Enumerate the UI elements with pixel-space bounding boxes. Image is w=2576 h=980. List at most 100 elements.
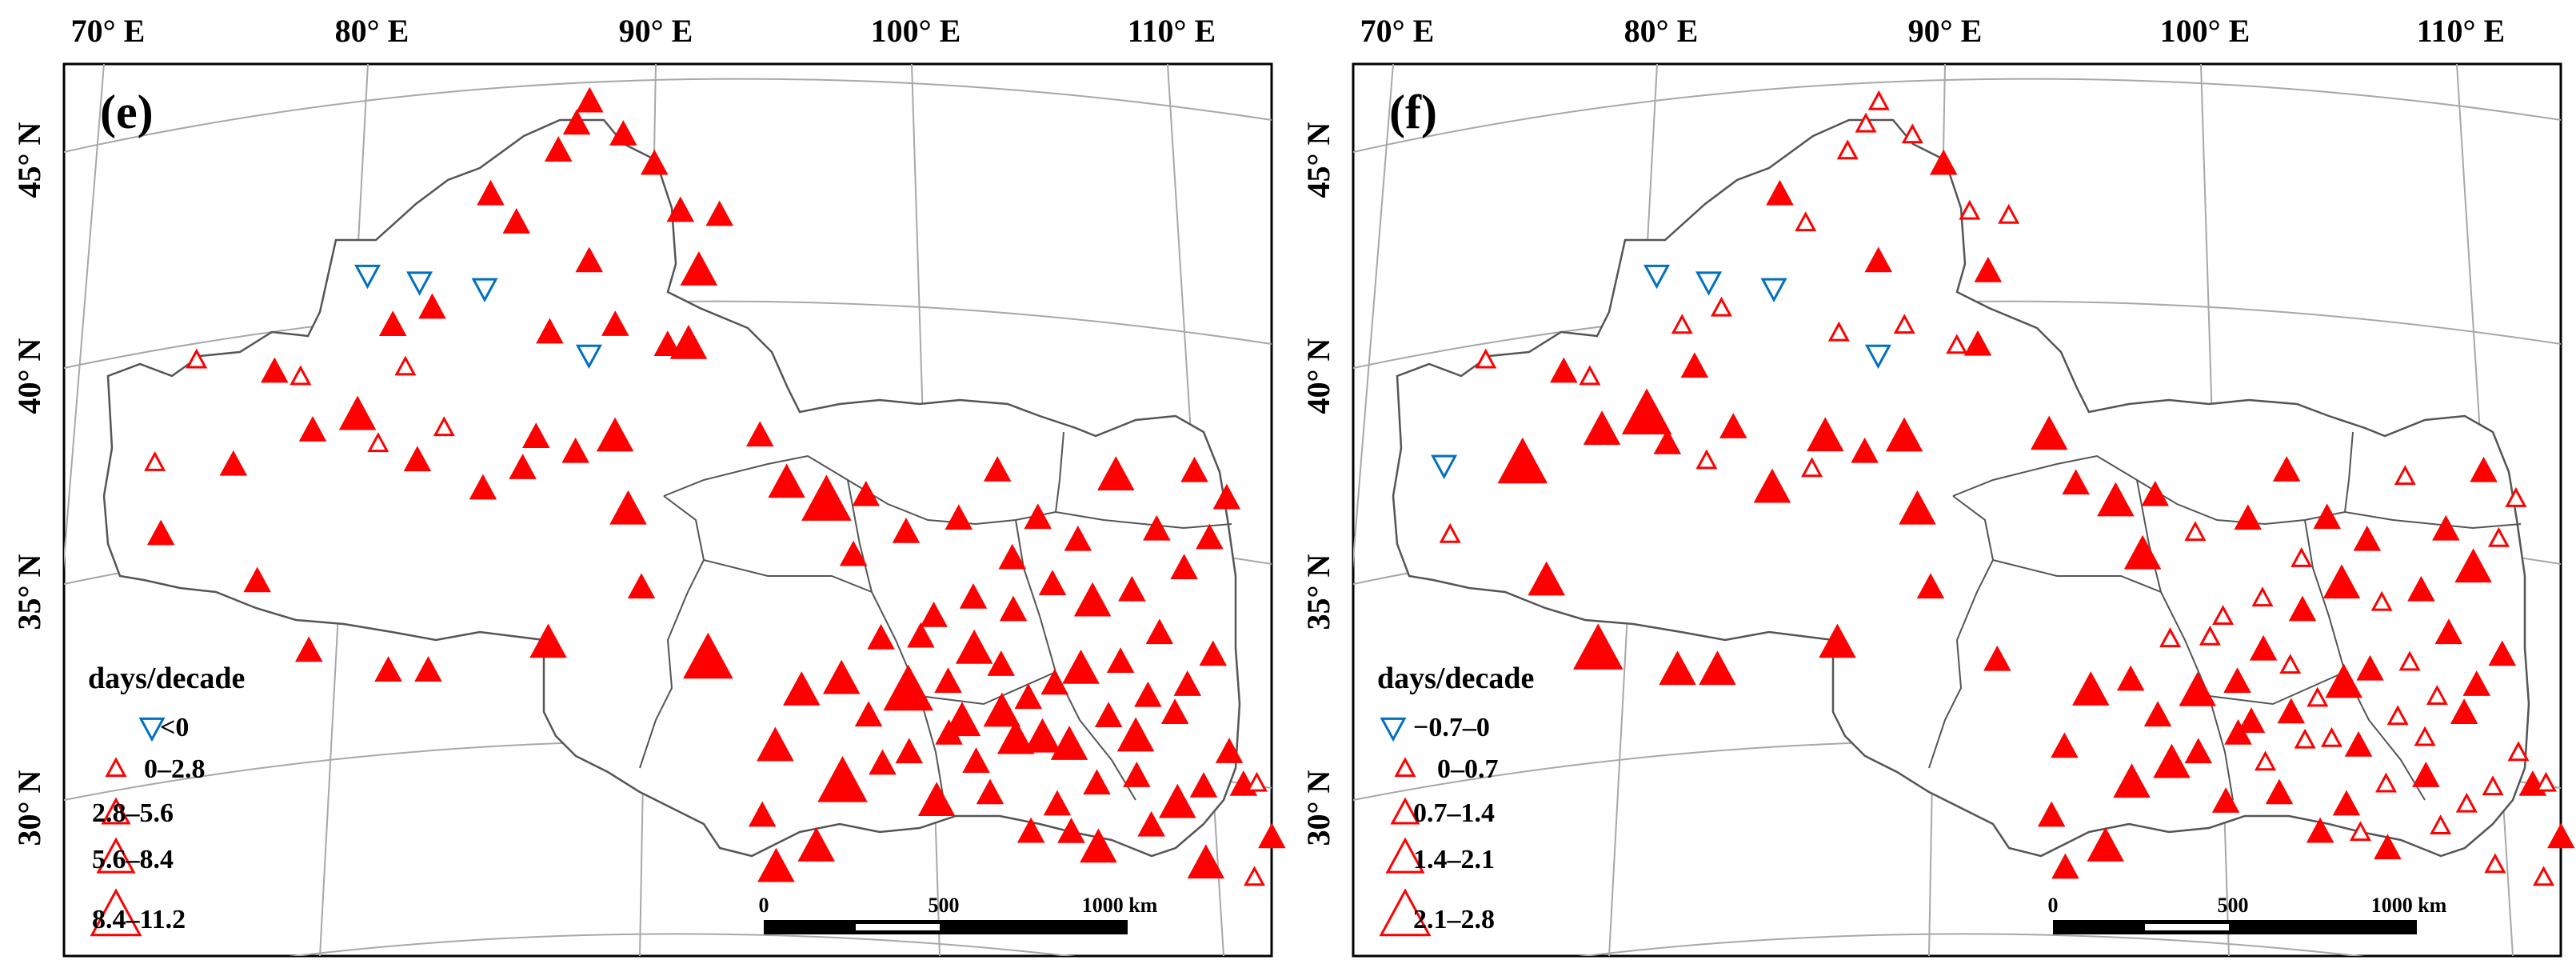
increase-marker: [2051, 732, 2079, 758]
increase-marker: [1189, 772, 1218, 798]
increase-marker: [502, 208, 530, 234]
increase-marker: [2356, 654, 2384, 681]
increase-marker: [294, 636, 323, 662]
increase-marker: [705, 200, 733, 226]
map-panel-e: 70° E 80° E 90° E 100° E 110° E 45° N 40…: [11, 13, 1286, 958]
station-markers: [1431, 90, 2575, 886]
lat-label: 35° N: [11, 554, 47, 630]
increase-marker: [945, 504, 973, 530]
increase-marker: [1695, 449, 1718, 470]
increase-marker: [797, 827, 835, 862]
increase-marker: [2414, 726, 2436, 746]
internal-boundary: [639, 495, 705, 769]
increase-marker: [934, 667, 962, 693]
lon-label: 110° E: [1128, 13, 1216, 49]
increase-marker: [561, 437, 589, 463]
scale-bar-segment: [2145, 924, 2229, 930]
region-boundary: [102, 118, 1241, 858]
increase-marker: [892, 518, 921, 543]
region-outline: [102, 118, 1241, 858]
increase-marker: [2277, 698, 2306, 724]
lat-label: 40° N: [1300, 338, 1336, 414]
increase-marker: [1497, 437, 1548, 484]
increase-marker: [1244, 866, 1266, 886]
legend-label: 8.4–11.2: [92, 905, 186, 934]
increase-marker: [2507, 741, 2530, 762]
increase-marker: [2237, 707, 2266, 733]
increase-marker: [2462, 670, 2491, 696]
internal-boundary: [2208, 671, 2346, 706]
increase-marker: [1528, 561, 1565, 596]
increase-marker: [683, 632, 733, 679]
increase-marker: [2394, 465, 2416, 486]
increase-marker: [748, 801, 777, 827]
internal-boundary: [703, 559, 873, 593]
increase-marker: [1795, 211, 1817, 232]
increase-marker: [935, 719, 963, 745]
increase-marker: [1145, 618, 1174, 645]
increase-marker: [2294, 728, 2316, 749]
increase-marker: [2211, 787, 2240, 813]
increase-marker: [469, 474, 497, 500]
increase-marker: [1699, 650, 1736, 686]
increase-marker: [1050, 726, 1088, 760]
increase-marker: [627, 573, 656, 599]
legend-symbols: [1379, 717, 1432, 937]
increase-marker: [869, 749, 897, 775]
increase-marker: [2037, 801, 2066, 827]
increase-marker: [290, 365, 312, 386]
increase-marker: [976, 778, 1004, 805]
increase-marker: [2430, 814, 2452, 834]
increase-marker: [983, 456, 1012, 482]
increase-marker: [1043, 790, 1072, 816]
internal-boundary: [2344, 431, 2354, 513]
increase-marker: [2349, 821, 2371, 842]
increase-marker: [2306, 686, 2329, 707]
increase-marker: [2325, 663, 2362, 698]
increase-marker: [186, 348, 208, 369]
increase-marker: [1014, 683, 1043, 710]
increase-marker: [2153, 743, 2191, 778]
increase-marker: [601, 310, 629, 336]
graticule-lat-25: [288, 933, 1076, 956]
increase-marker: [983, 692, 1021, 727]
increase-marker: [1215, 738, 1244, 763]
increase-marker: [1864, 246, 1893, 273]
graticule-lat-45: [1353, 78, 2561, 153]
increase-marker: [1753, 468, 1791, 503]
increase-marker: [2223, 667, 2251, 693]
legend-label: 0.7–1.4: [1413, 798, 1495, 828]
increase-marker: [374, 656, 402, 682]
increase-marker: [2279, 654, 2302, 674]
internal-boundary: [2136, 479, 2234, 801]
increase-marker: [1766, 179, 1794, 206]
increase-marker: [2087, 827, 2124, 862]
legend-label: <0: [160, 713, 189, 742]
increase-marker: [1170, 554, 1198, 580]
increase-marker: [1199, 640, 1228, 666]
increase-marker: [1173, 670, 1202, 696]
increase-marker: [1680, 352, 1709, 378]
scale-bar-body: [764, 920, 1128, 934]
increase-marker: [146, 519, 175, 546]
increase-marker: [378, 310, 407, 337]
increase-marker: [1946, 334, 1968, 354]
internal-boundary: [919, 671, 1056, 706]
increase-marker: [1439, 522, 1461, 543]
increase-marker: [522, 422, 550, 448]
decrease-marker: [138, 717, 166, 742]
increase-marker: [2179, 671, 2216, 706]
increase-marker: [96, 837, 136, 874]
increase-marker: [1836, 139, 1859, 160]
increase-marker: [2470, 456, 2498, 482]
increase-marker: [2547, 822, 2575, 849]
increase-marker: [999, 595, 1028, 622]
increase-marker: [1024, 503, 1052, 530]
scale-tick: 1000 km: [2371, 894, 2447, 917]
lon-label: 100° E: [871, 13, 961, 49]
increase-marker: [2116, 665, 2145, 691]
increase-marker: [998, 543, 1027, 570]
increase-marker: [529, 623, 567, 658]
increase-marker: [1719, 413, 1747, 438]
increase-marker: [1710, 296, 1733, 317]
